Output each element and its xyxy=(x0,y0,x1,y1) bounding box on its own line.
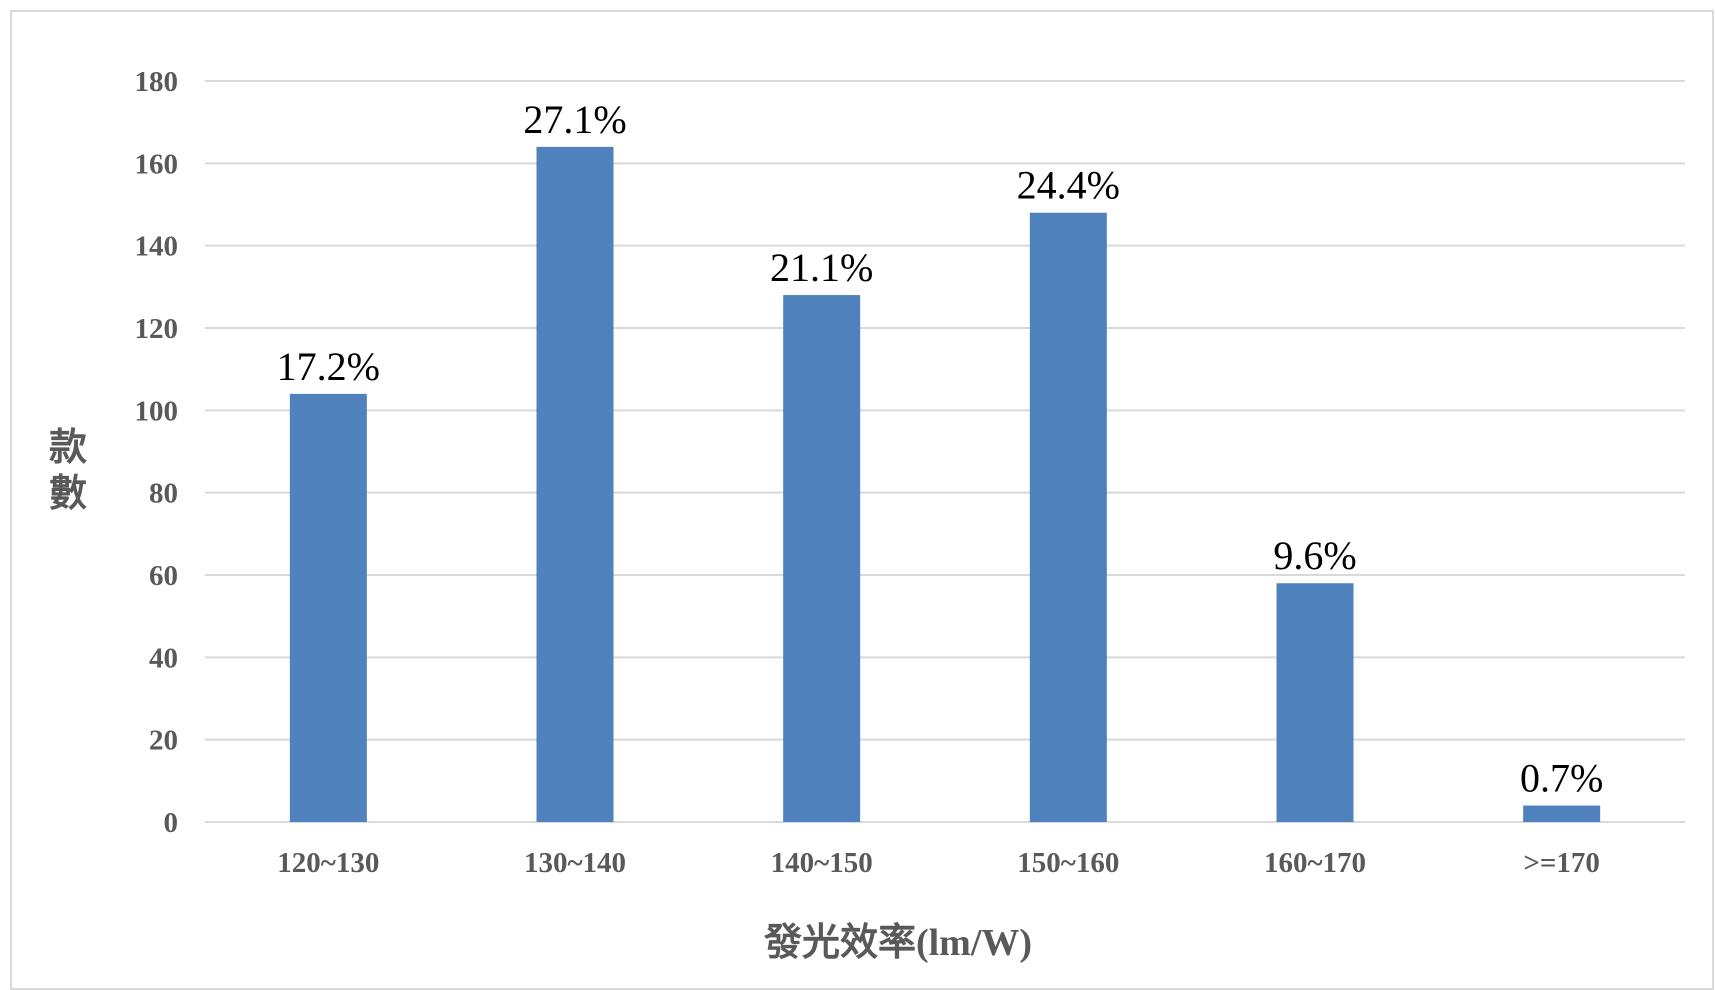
y-axis-title-char: 款 xyxy=(49,427,87,469)
y-axis-ticks: 0 20 40 60 80 100 120 140 160 180 xyxy=(135,66,179,839)
x-tick-label: 150~160 xyxy=(1017,847,1119,879)
bars xyxy=(289,146,1601,823)
x-axis-title: 發光效率(lm/W) xyxy=(763,922,1032,964)
y-tick-label: 20 xyxy=(149,725,178,757)
y-tick-label: 40 xyxy=(149,642,178,674)
y-tick-label: 160 xyxy=(135,148,179,180)
y-tick-label: 100 xyxy=(135,395,179,427)
x-tick-label: >=170 xyxy=(1523,847,1600,879)
data-labels: 17.2% 27.1% 21.1% 24.4% 9.6% 0.7% xyxy=(277,97,1604,801)
bar xyxy=(1276,583,1354,822)
data-label: 0.7% xyxy=(1520,756,1603,801)
gridlines xyxy=(205,80,1685,823)
bar xyxy=(783,295,861,823)
data-label: 21.1% xyxy=(770,245,873,290)
x-tick-label: 160~170 xyxy=(1264,847,1366,879)
y-tick-label: 120 xyxy=(135,313,179,345)
x-tick-label: 130~140 xyxy=(524,847,626,879)
y-axis-title-char: 數 xyxy=(49,473,87,515)
data-label: 24.4% xyxy=(1017,163,1120,208)
y-tick-label: 80 xyxy=(149,478,178,510)
data-label: 17.2% xyxy=(277,344,380,389)
y-tick-label: 60 xyxy=(149,560,178,592)
x-tick-label: 120~130 xyxy=(277,847,379,879)
y-tick-label: 180 xyxy=(135,66,179,98)
bar xyxy=(1523,805,1601,822)
x-tick-label: 140~150 xyxy=(771,847,873,879)
y-axis-title: 款數 xyxy=(49,427,87,515)
y-tick-label: 0 xyxy=(164,807,179,839)
data-label: 27.1% xyxy=(523,97,626,142)
bar xyxy=(289,393,367,822)
bar xyxy=(536,146,614,822)
bar xyxy=(1029,212,1107,822)
y-tick-label: 140 xyxy=(135,231,179,263)
x-axis-ticks: 120~130 130~140 140~150 150~160 160~170 >=170 xyxy=(277,847,1600,879)
data-label: 9.6% xyxy=(1273,533,1356,578)
